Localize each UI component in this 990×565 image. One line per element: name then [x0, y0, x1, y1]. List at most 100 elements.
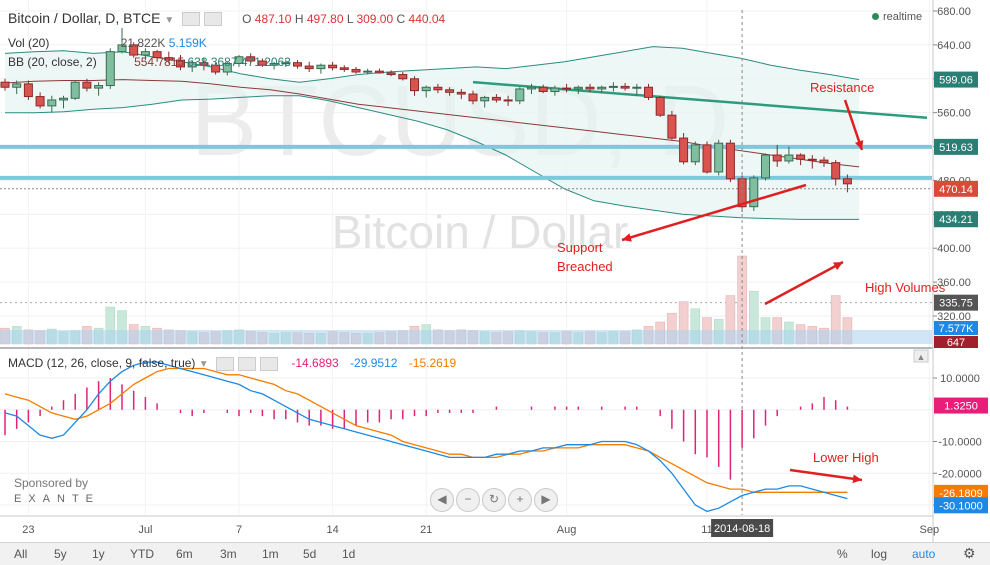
candle-body	[655, 96, 665, 116]
range-button-1y[interactable]: 1y	[92, 547, 105, 561]
macd-badge-label: -26.1809	[939, 488, 982, 500]
log-scale-button[interactable]: log	[871, 547, 888, 561]
time-tick-label: Jul	[138, 524, 152, 536]
candle-body	[187, 62, 197, 68]
bb-upper-value: 638.3687	[187, 55, 238, 69]
support-label-line2: Breached	[557, 259, 613, 274]
candle-body	[503, 99, 513, 102]
price-badge-label: 335.75	[939, 298, 973, 310]
scroll-right-icon[interactable]: ▶	[534, 488, 558, 512]
time-tick-label: 21	[420, 524, 432, 536]
price-badge	[934, 211, 978, 228]
candle-body	[796, 154, 806, 160]
macd-tick-label: -10.0000	[938, 437, 981, 449]
range-button-1d[interactable]: 1d	[342, 547, 356, 561]
candle-body	[129, 44, 139, 56]
macd-tick-label: 10.0000	[940, 373, 980, 385]
realtime-indicator: realtime	[872, 11, 922, 23]
macd-visibility-icon[interactable]	[216, 356, 234, 371]
candle-body	[164, 57, 174, 61]
watermark-name: Bitcoin / Dollar	[332, 206, 629, 258]
range-button-3m[interactable]: 3m	[220, 547, 237, 561]
support-arrow-head	[622, 233, 632, 242]
macd-tick-label: -20.0000	[938, 468, 981, 480]
range-button-6m[interactable]: 6m	[176, 547, 193, 561]
macd-close-icon[interactable]	[260, 356, 278, 371]
candle-body	[597, 86, 607, 90]
candle-body	[433, 86, 443, 91]
sponsor-logo[interactable]: EXANTE	[14, 493, 101, 505]
candle-body	[772, 154, 782, 162]
price-tick-label: 560.00	[937, 108, 971, 120]
price-badge-label: 599.06	[939, 75, 973, 87]
high-volumes-label: High Volumes	[865, 280, 946, 295]
candle-body	[281, 62, 291, 65]
range-button-5y[interactable]: 5y	[54, 547, 67, 561]
volume-badge-label: 647	[947, 337, 965, 349]
volume-bars	[0, 255, 932, 345]
candle-body	[199, 62, 209, 66]
price-badge-label: 519.63	[939, 142, 973, 154]
candle-body	[679, 137, 689, 163]
visibility-icon[interactable]	[182, 12, 201, 27]
percent-scale-button[interactable]: %	[837, 547, 848, 561]
candle-body	[725, 142, 735, 180]
maximize-pane-icon	[913, 349, 929, 363]
price-tick-label: 320.00	[937, 311, 971, 323]
candle-body	[644, 86, 653, 98]
volume-ma-area	[0, 330, 932, 344]
macd-badge	[934, 484, 988, 501]
zoom-out-icon[interactable]: −	[456, 488, 480, 512]
gear-icon[interactable]: ⚙	[963, 545, 976, 561]
reset-icon[interactable]: ↻	[482, 488, 506, 512]
bb-lower-line	[5, 95, 860, 220]
candle-body	[527, 86, 536, 90]
lower-high-arrow	[789, 468, 863, 482]
candle-body	[550, 87, 560, 92]
high-volumes-arrow	[764, 260, 844, 306]
symbol-header[interactable]: Bitcoin / Dollar, D, BTCE ▼ O 487.10 H 4…	[8, 10, 445, 27]
price-badge-label: 434.21	[939, 214, 973, 226]
candle-body	[445, 89, 455, 93]
resistance-label: Resistance	[810, 80, 874, 95]
candle-body	[749, 177, 759, 208]
auto-scale-button[interactable]: auto	[912, 547, 936, 561]
macd-line-value: -29.9512	[350, 356, 398, 370]
candle-body	[222, 63, 232, 73]
macd-badge	[934, 397, 988, 414]
candlesticks	[0, 10, 852, 515]
candle-body	[257, 60, 267, 66]
candle-body	[491, 96, 501, 101]
macd-badge	[934, 497, 988, 514]
range-button-ytd[interactable]: YTD	[130, 547, 154, 561]
price-badge	[934, 294, 978, 311]
candle-body	[211, 64, 221, 73]
symbol-dropdown-icon[interactable]: ▼	[164, 15, 175, 26]
macd-dropdown-icon[interactable]: ▼	[198, 359, 209, 370]
volume-legend[interactable]: Vol (20) 21.822K 5.159K	[8, 36, 207, 50]
bb-legend[interactable]: BB (20, close, 2) 554.7815 638.3687 471.…	[8, 55, 291, 69]
range-button-1m[interactable]: 1m	[262, 547, 279, 561]
candle-body	[761, 154, 770, 179]
high-volumes-arrow-head	[833, 262, 843, 271]
macd-settings-icon[interactable]	[238, 356, 256, 371]
candle-body	[12, 83, 22, 88]
macd-legend[interactable]: MACD (12, 26, close, 9, false, true) ▼ -…	[8, 356, 456, 371]
low-label: L	[346, 12, 354, 26]
price-badge	[934, 180, 978, 197]
range-button-5d[interactable]: 5d	[303, 547, 317, 561]
candle-body	[293, 62, 302, 67]
scroll-left-icon[interactable]: ◀	[430, 488, 454, 512]
range-button-all[interactable]: All	[14, 547, 28, 561]
candle-body	[152, 51, 162, 59]
candle-body	[386, 72, 396, 76]
price-badge-label: 470.14	[939, 184, 973, 196]
chart-canvas[interactable]: BTCUSD, D Bitcoin / Dollar 680.00640.006…	[0, 0, 990, 542]
low-value: 309.00	[356, 12, 394, 26]
candle-body	[316, 64, 326, 70]
support-arrow	[621, 183, 807, 242]
price-tick-label: 360.00	[937, 277, 971, 289]
candle-body	[831, 162, 841, 180]
zoom-in-icon[interactable]: +	[508, 488, 532, 512]
settings-icon[interactable]	[204, 12, 223, 27]
